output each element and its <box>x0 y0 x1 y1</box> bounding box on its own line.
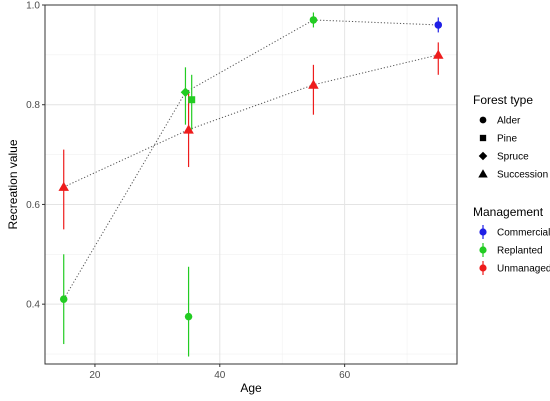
legend: Forest type Alder Pine Spruce Succession Mana… <box>473 93 550 275</box>
y-tick-label: 1.0 <box>26 1 40 12</box>
axes: 20 40 60 0.4 0.6 0.8 1.0 <box>26 1 351 382</box>
data-point-spruce-replanted <box>180 87 191 98</box>
connector-lines <box>63 19 439 300</box>
y-tick-label: 0.4 <box>26 300 40 311</box>
data-point-succession-unmanaged <box>183 124 194 134</box>
legend-label-commercial: Commercial <box>497 228 550 239</box>
legend-title-management: Management <box>473 205 544 219</box>
error-bars <box>63 12 439 357</box>
plot-panel-border <box>44 4 458 365</box>
legend-key-spruce <box>478 151 488 161</box>
data-point-succession-unmanaged <box>433 49 444 59</box>
legend-label-unmanaged: Unmanaged <box>497 264 550 275</box>
data-point-alder-replanted <box>309 16 318 24</box>
series-line <box>63 54 439 188</box>
x-tick-label: 20 <box>89 370 101 381</box>
legend-label-pine: Pine <box>497 134 517 145</box>
legend-label-spruce: Spruce <box>497 152 529 163</box>
data-point-alder-replanted <box>59 295 68 303</box>
data-point-succession-unmanaged <box>308 79 319 89</box>
y-tick-label: 0.6 <box>26 200 40 211</box>
x-tick-label: 40 <box>214 370 226 381</box>
y-axis-label: Recreation value <box>6 139 20 229</box>
series-line <box>63 19 439 300</box>
data-point-succession-unmanaged <box>58 181 69 191</box>
legend-label-alder: Alder <box>497 116 521 127</box>
legend-title-forest-type: Forest type <box>473 93 533 107</box>
grid <box>45 4 457 364</box>
legend-key-commercial <box>479 228 487 236</box>
legend-key-alder <box>479 116 487 124</box>
legend-key-unmanaged <box>479 264 487 272</box>
legend-label-succession: Succession <box>497 170 548 181</box>
x-tick-label: 60 <box>339 370 351 381</box>
legend-key-replanted <box>479 246 487 254</box>
legend-key-succession <box>478 169 488 178</box>
legend-label-replanted: Replanted <box>497 246 543 257</box>
data-points <box>58 16 444 321</box>
legend-key-pine <box>479 134 487 142</box>
y-tick-label: 0.8 <box>26 100 40 111</box>
data-point-alder-commercial <box>434 21 443 29</box>
data-point-pine-replanted <box>188 96 196 104</box>
data-point-alder-replanted <box>184 312 193 321</box>
x-axis-label: Age <box>240 381 262 395</box>
